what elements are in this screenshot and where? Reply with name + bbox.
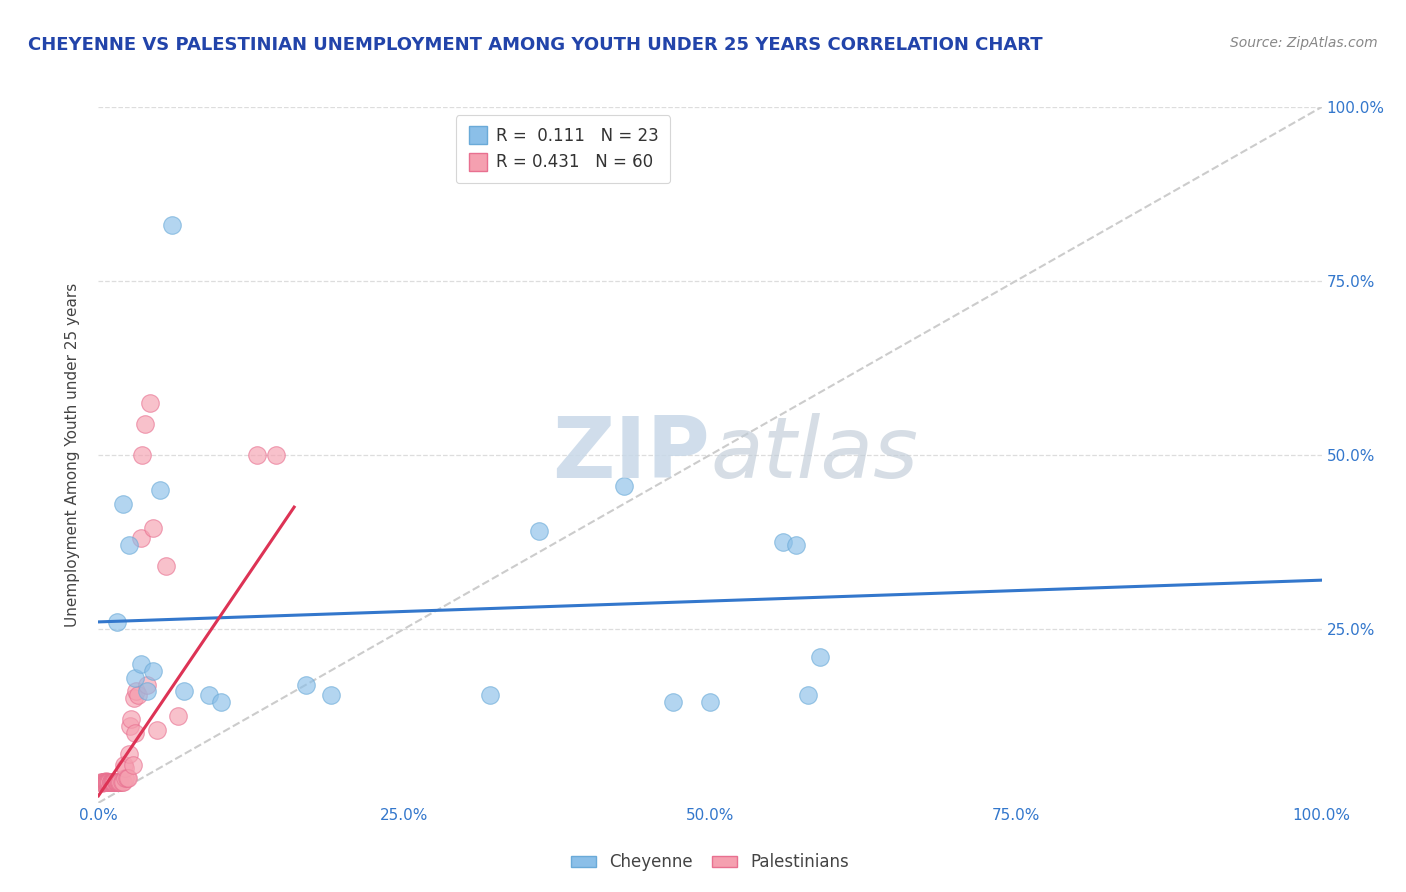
Point — [785, 538, 807, 552]
Point — [136, 684, 159, 698]
Point — [98, 775, 121, 789]
Point — [149, 483, 172, 497]
Point — [209, 695, 232, 709]
Point — [129, 657, 152, 671]
Y-axis label: Unemployment Among Youth under 25 years: Unemployment Among Youth under 25 years — [65, 283, 80, 627]
Point — [101, 775, 124, 789]
Point — [142, 521, 165, 535]
Point — [319, 688, 342, 702]
Point — [124, 726, 146, 740]
Legend: Cheyenne, Palestinians: Cheyenne, Palestinians — [564, 847, 856, 878]
Point — [197, 688, 219, 702]
Point — [121, 757, 143, 772]
Point — [103, 775, 125, 789]
Point — [91, 775, 114, 789]
Point — [105, 775, 128, 789]
Point — [662, 695, 685, 709]
Point — [120, 712, 142, 726]
Point — [139, 396, 162, 410]
Point — [100, 775, 122, 789]
Point — [94, 773, 117, 788]
Point — [96, 775, 118, 789]
Point — [91, 775, 114, 789]
Point — [97, 775, 120, 789]
Text: Source: ZipAtlas.com: Source: ZipAtlas.com — [1230, 36, 1378, 50]
Point — [93, 775, 115, 789]
Point — [91, 776, 114, 790]
Point — [131, 448, 153, 462]
Point — [111, 497, 134, 511]
Text: atlas: atlas — [710, 413, 918, 497]
Point — [122, 691, 145, 706]
Point — [93, 775, 115, 789]
Point — [127, 688, 149, 702]
Point — [94, 775, 117, 789]
Point — [160, 219, 183, 233]
Point — [134, 417, 156, 431]
Point — [110, 775, 132, 789]
Point — [167, 708, 190, 723]
Point — [295, 677, 318, 691]
Point — [124, 671, 146, 685]
Point — [108, 775, 131, 789]
Point — [101, 775, 124, 789]
Text: CHEYENNE VS PALESTINIAN UNEMPLOYMENT AMONG YOUTH UNDER 25 YEARS CORRELATION CHAR: CHEYENNE VS PALESTINIAN UNEMPLOYMENT AMO… — [28, 36, 1043, 54]
Point — [100, 775, 122, 789]
Point — [527, 524, 550, 539]
Point — [100, 775, 122, 789]
Point — [111, 775, 134, 789]
Point — [808, 649, 831, 664]
Point — [136, 677, 159, 691]
Point — [105, 775, 128, 789]
Point — [115, 772, 138, 786]
Point — [101, 775, 124, 789]
Text: ZIP: ZIP — [553, 413, 710, 497]
Point — [129, 532, 152, 546]
Point — [118, 538, 141, 552]
Point — [104, 775, 127, 789]
Point — [94, 775, 117, 789]
Point — [98, 775, 121, 789]
Point — [125, 684, 148, 698]
Point — [90, 775, 112, 789]
Point — [613, 479, 636, 493]
Point — [146, 723, 169, 737]
Point — [105, 615, 128, 629]
Point — [699, 695, 721, 709]
Point — [155, 559, 177, 574]
Point — [772, 535, 794, 549]
Point — [114, 772, 136, 786]
Point — [117, 772, 139, 786]
Point — [112, 757, 135, 772]
Point — [118, 747, 141, 761]
Point — [114, 761, 136, 775]
Point — [103, 775, 125, 789]
Point — [107, 775, 129, 789]
Point — [111, 775, 134, 789]
Point — [101, 775, 124, 789]
Point — [478, 688, 501, 702]
Point — [173, 684, 195, 698]
Point — [120, 719, 142, 733]
Point — [104, 775, 127, 789]
Point — [797, 688, 820, 702]
Point — [96, 775, 118, 789]
Point — [246, 448, 269, 462]
Point — [96, 775, 118, 789]
Point — [97, 775, 120, 789]
Point — [101, 775, 124, 789]
Point — [142, 664, 165, 678]
Point — [108, 775, 131, 789]
Point — [264, 448, 287, 462]
